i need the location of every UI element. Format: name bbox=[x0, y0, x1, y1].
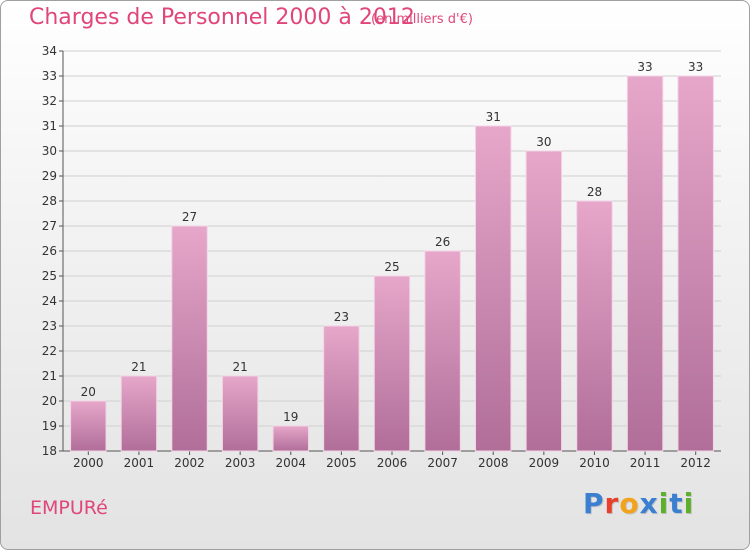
value-label-2000: 20 bbox=[81, 385, 96, 399]
value-label-2009: 30 bbox=[536, 135, 551, 149]
proxiti-logo[interactable]: Proxiti bbox=[583, 487, 694, 520]
x-tick-label-2010: 2010 bbox=[579, 456, 610, 470]
y-tick-label: 18 bbox=[42, 444, 57, 458]
y-tick-label: 31 bbox=[42, 119, 57, 133]
y-tick-label: 21 bbox=[42, 369, 57, 383]
logo-letter: t bbox=[669, 487, 684, 520]
y-tick-label: 28 bbox=[42, 194, 57, 208]
value-label-2005: 23 bbox=[334, 310, 349, 324]
y-tick-label: 24 bbox=[42, 294, 57, 308]
value-label-2004: 19 bbox=[283, 410, 298, 424]
x-tick-label-2004: 2004 bbox=[275, 456, 306, 470]
logo-letter: x bbox=[639, 487, 659, 520]
bar-2012 bbox=[677, 75, 714, 452]
bar-2002 bbox=[171, 225, 208, 452]
value-label-2007: 26 bbox=[435, 235, 450, 249]
logo-letter: i bbox=[658, 487, 670, 520]
y-tick-label: 22 bbox=[42, 344, 57, 358]
y-tick-label: 26 bbox=[42, 244, 57, 258]
bar-2011 bbox=[626, 75, 664, 452]
value-label-2002: 27 bbox=[182, 210, 197, 224]
bar-2008 bbox=[475, 125, 512, 452]
bar-2001 bbox=[120, 375, 158, 452]
y-tick-label: 27 bbox=[42, 219, 57, 233]
value-label-2010: 28 bbox=[587, 185, 602, 199]
x-tick-label-2007: 2007 bbox=[427, 456, 458, 470]
y-tick-label: 23 bbox=[42, 319, 57, 333]
y-tick-label: 25 bbox=[42, 269, 57, 283]
x-tick-label-2009: 2009 bbox=[529, 456, 560, 470]
x-tick-label-2012: 2012 bbox=[680, 456, 711, 470]
bar-2004 bbox=[272, 425, 309, 452]
bar-2007 bbox=[424, 250, 461, 452]
y-tick-label: 19 bbox=[42, 419, 57, 433]
logo-letter: o bbox=[619, 487, 640, 520]
value-label-2012: 33 bbox=[688, 60, 703, 74]
y-tick-label: 30 bbox=[42, 144, 57, 158]
x-tick-label-2000: 2000 bbox=[73, 456, 104, 470]
y-tick-label: 20 bbox=[42, 394, 57, 408]
chart-title: Charges de Personnel 2000 à 2012 bbox=[29, 5, 415, 30]
bar-2009 bbox=[525, 150, 563, 452]
logo-letter: r bbox=[604, 487, 620, 520]
value-label-2011: 33 bbox=[637, 60, 652, 74]
bars bbox=[70, 75, 714, 452]
bar-2005 bbox=[323, 325, 360, 452]
value-label-2008: 31 bbox=[486, 110, 501, 124]
x-tick-label-2011: 2011 bbox=[630, 456, 661, 470]
logo-letter: P bbox=[583, 487, 605, 520]
x-tick-label-2003: 2003 bbox=[225, 456, 256, 470]
x-tick-label-2006: 2006 bbox=[377, 456, 408, 470]
commune-name: EMPURé bbox=[30, 497, 108, 519]
x-tick-label-2005: 2005 bbox=[326, 456, 357, 470]
y-tick-label: 34 bbox=[42, 44, 57, 58]
value-label-2006: 25 bbox=[384, 260, 399, 274]
bar-2003 bbox=[221, 375, 259, 452]
value-label-2001: 21 bbox=[131, 360, 146, 374]
y-tick-label: 29 bbox=[42, 169, 57, 183]
x-tick-label-2002: 2002 bbox=[174, 456, 205, 470]
y-tick-label: 32 bbox=[42, 94, 57, 108]
x-tick-label-2008: 2008 bbox=[478, 456, 509, 470]
y-tick-label: 33 bbox=[42, 69, 57, 83]
labels: 20 2000 21 2001 27 2002 21 2003 19 2004 23 2005 25 20… bbox=[73, 60, 711, 470]
x-tick-label-2001: 2001 bbox=[124, 456, 155, 470]
bar-2010 bbox=[576, 200, 613, 452]
bar-2006 bbox=[373, 275, 411, 452]
logo-letter: i bbox=[683, 487, 695, 520]
chart-subtitle: (en milliers d'€) bbox=[371, 12, 473, 27]
value-label-2003: 21 bbox=[233, 360, 248, 374]
bar-2000 bbox=[70, 400, 107, 452]
